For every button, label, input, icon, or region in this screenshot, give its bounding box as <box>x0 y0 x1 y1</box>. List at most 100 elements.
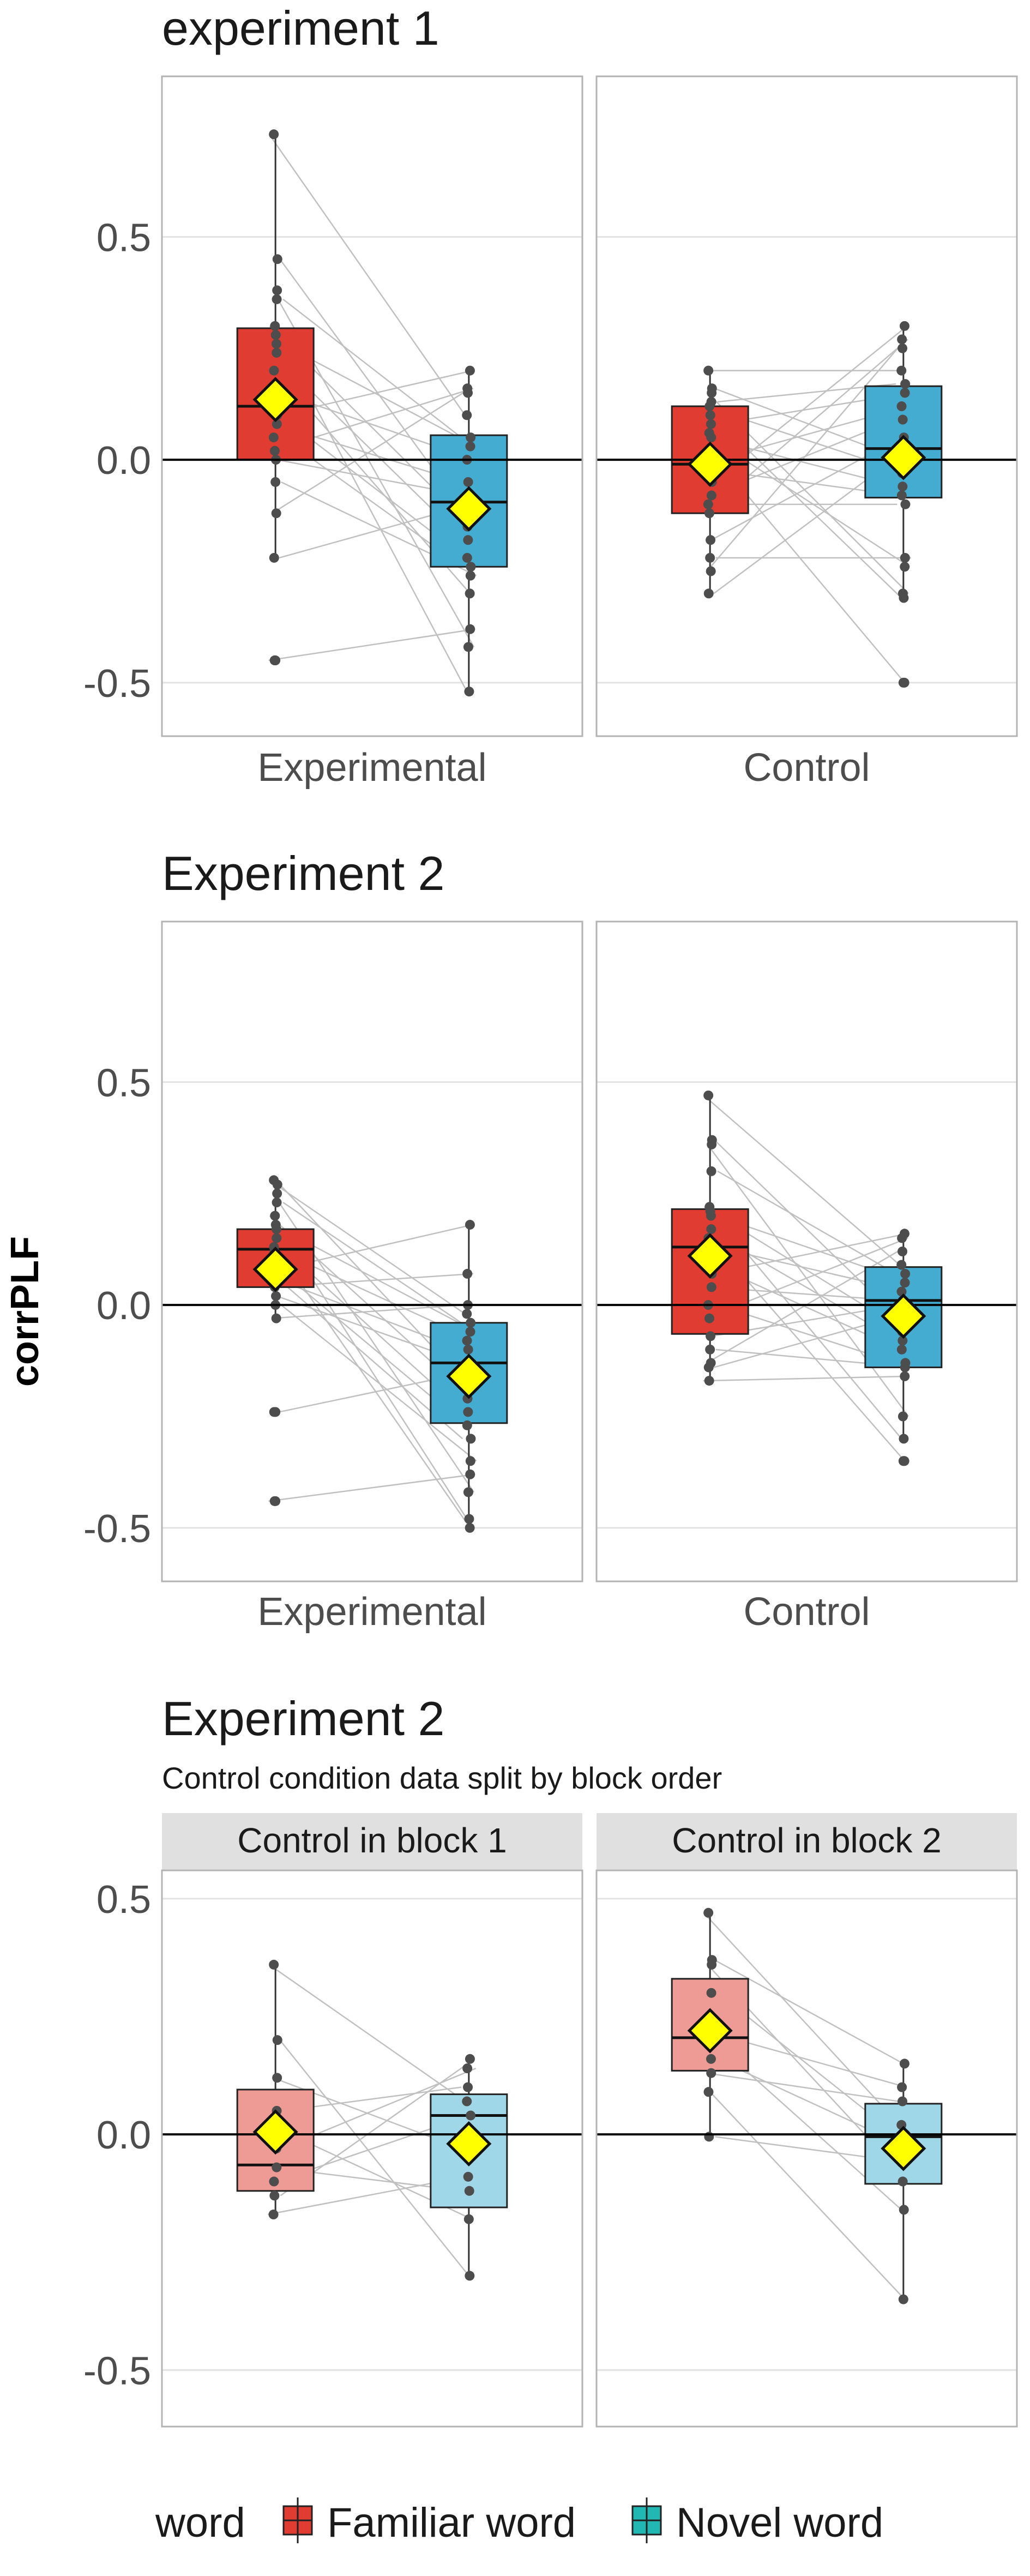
data-point <box>272 347 282 358</box>
data-point <box>270 1211 280 1221</box>
data-point <box>463 1407 473 1417</box>
data-point <box>269 2176 279 2187</box>
data-point <box>465 2054 475 2064</box>
paired-line <box>706 2072 899 2102</box>
data-point <box>899 1434 909 1444</box>
paired-line <box>717 1170 896 1274</box>
data-point <box>896 401 907 411</box>
data-point <box>272 2162 282 2172</box>
data-point <box>896 1286 907 1297</box>
data-point <box>268 432 279 443</box>
data-point <box>269 1959 279 1970</box>
data-point <box>463 388 473 398</box>
y-tick-label: 0.0 <box>97 439 151 483</box>
facet-strip <box>597 1813 1017 1870</box>
data-point <box>269 552 279 563</box>
data-point <box>272 1233 282 1243</box>
data-point <box>271 1291 281 1301</box>
data-point <box>270 321 280 331</box>
data-point <box>272 1197 282 1208</box>
data-point <box>271 1224 281 1235</box>
y-tick-label: 0.5 <box>97 1878 151 1922</box>
data-point <box>897 1233 907 1243</box>
data-point <box>465 1219 475 1230</box>
data-point <box>271 508 281 519</box>
panel-subtitle: Control condition data split by block or… <box>162 1761 722 1795</box>
data-point <box>465 1469 475 1479</box>
data-point <box>466 2110 476 2121</box>
paired-line <box>272 1304 463 1319</box>
panel-background <box>162 76 582 736</box>
data-point <box>463 642 473 652</box>
data-point <box>466 432 476 443</box>
mean-diamond <box>687 441 733 487</box>
panel-border <box>595 920 1018 1582</box>
data-point <box>463 1487 473 1497</box>
data-point <box>706 1282 716 1292</box>
y-axis-label: corrPLF <box>3 1236 47 1387</box>
paired-line <box>714 1959 904 2065</box>
y-tick-label: 0.5 <box>97 1061 151 1105</box>
data-point <box>897 334 907 345</box>
panel-border <box>161 920 583 1582</box>
data-point <box>898 2176 908 2187</box>
data-point <box>896 365 907 376</box>
mean-diamond <box>252 1247 298 1292</box>
paired-line <box>707 1144 909 1417</box>
data-point <box>896 490 907 501</box>
mean-diamond <box>881 2126 926 2171</box>
legend-title: word <box>155 2500 245 2546</box>
data-point <box>703 499 713 509</box>
panel-border <box>595 1869 1018 2428</box>
data-point <box>462 552 472 563</box>
data-point <box>898 1335 908 1346</box>
data-point <box>898 414 908 425</box>
outlier-point <box>270 1407 281 1417</box>
data-point <box>463 2171 473 2182</box>
data-point <box>706 419 716 429</box>
y-tick-label: 0.0 <box>97 2114 151 2157</box>
paired-line <box>282 298 462 438</box>
data-point <box>462 1309 472 1319</box>
data-point <box>270 477 281 487</box>
data-point <box>462 2096 472 2106</box>
panel-border <box>161 1869 583 2428</box>
data-point <box>704 401 715 411</box>
data-point <box>463 2214 474 2224</box>
paired-line <box>272 392 464 514</box>
data-point <box>272 1179 282 1190</box>
paired-line <box>268 1179 466 1315</box>
y-tick-label: -0.5 <box>83 2349 151 2393</box>
data-point <box>271 1313 281 1323</box>
facet-strip-label: Control in block 1 <box>237 1821 507 1860</box>
data-point <box>465 624 475 634</box>
data-point <box>900 379 911 389</box>
paired-line <box>268 1964 466 2102</box>
data-point <box>704 428 714 438</box>
facet-label: Experimental <box>257 746 486 790</box>
mean-diamond <box>446 486 492 532</box>
data-point <box>900 1268 911 1279</box>
facet-label: Control <box>743 1590 870 1634</box>
data-point <box>898 343 908 353</box>
paired-line <box>268 1473 475 1502</box>
data-point <box>898 1247 908 1256</box>
data-point <box>462 2063 473 2074</box>
mean-diamond <box>881 1293 926 1339</box>
data-point <box>272 2035 282 2045</box>
data-point <box>272 294 282 304</box>
mean-diamond <box>252 2109 298 2155</box>
data-point <box>705 1344 715 1355</box>
data-point <box>463 477 473 487</box>
data-point <box>703 2087 714 2097</box>
data-point <box>900 499 911 509</box>
paired-line <box>709 2091 906 2300</box>
data-point <box>899 2059 909 2069</box>
outlier-point <box>270 655 281 666</box>
data-point <box>703 365 714 376</box>
data-point <box>896 1260 907 1270</box>
data-point <box>707 1139 717 1149</box>
data-point <box>705 552 715 563</box>
facet-label: Control <box>743 746 870 790</box>
data-point <box>272 419 282 429</box>
